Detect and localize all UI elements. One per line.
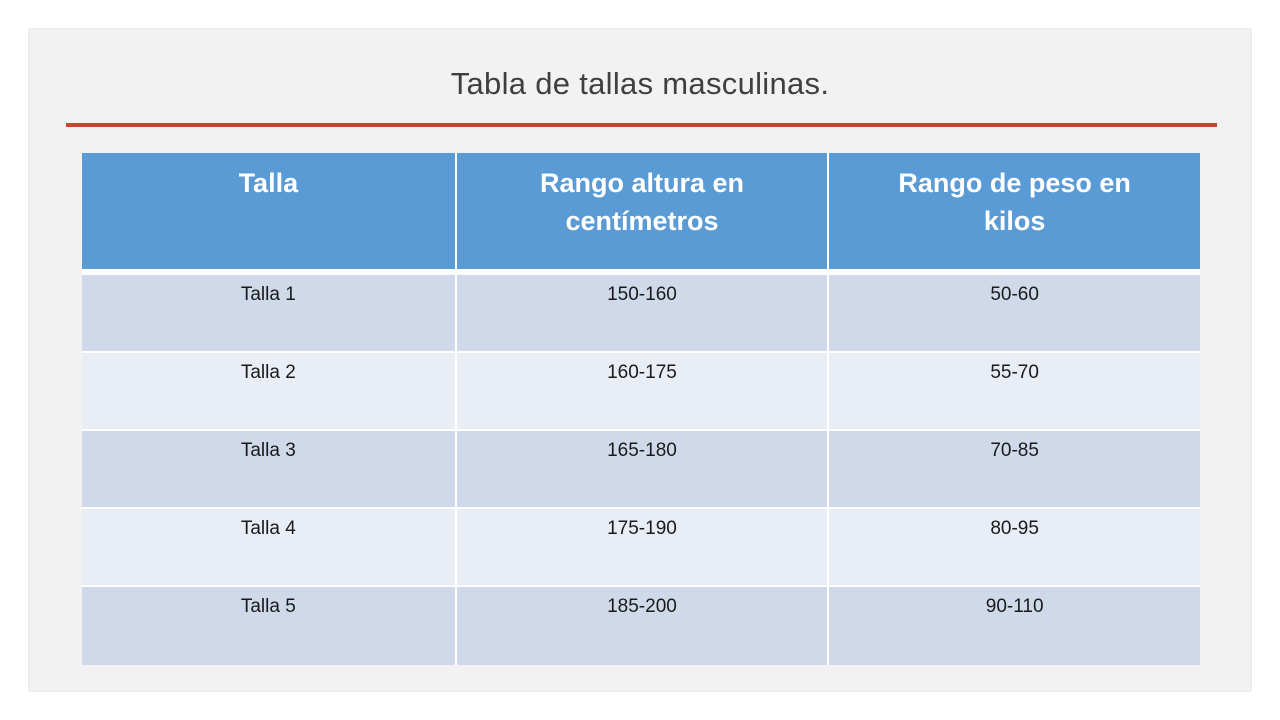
sizes-table: Talla Rango altura en centímetros Rango … <box>82 153 1200 665</box>
weight-range-cell: 80-95 <box>827 509 1200 587</box>
table-header: Talla Rango altura en centímetros Rango … <box>82 153 1200 275</box>
table-body: Talla 1 150-160 50-60 Talla 2 160-175 55… <box>82 275 1200 665</box>
slide-canvas: Tabla de tallas masculinas. Talla Rango … <box>28 28 1252 692</box>
size-cell: Talla 1 <box>82 275 455 353</box>
header-cell-altura: Rango altura en centímetros <box>454 153 828 275</box>
page-title: Tabla de tallas masculinas. <box>450 66 830 101</box>
weight-range-cell: 90-110 <box>827 587 1200 665</box>
size-cell: Talla 5 <box>82 587 455 665</box>
height-range-cell: 185-200 <box>454 587 828 665</box>
table-row: Talla 1 150-160 50-60 <box>82 275 1200 353</box>
height-range-cell: 150-160 <box>454 275 828 353</box>
weight-range-cell: 70-85 <box>827 431 1200 509</box>
table-row: Talla 2 160-175 55-70 <box>82 353 1200 431</box>
table-row: Talla 3 165-180 70-85 <box>82 431 1200 509</box>
height-range-cell: 165-180 <box>454 431 828 509</box>
table-row: Talla 4 175-190 80-95 <box>82 509 1200 587</box>
size-cell: Talla 2 <box>82 353 455 431</box>
weight-range-cell: 55-70 <box>827 353 1200 431</box>
height-range-cell: 175-190 <box>454 509 828 587</box>
size-cell: Talla 3 <box>82 431 455 509</box>
header-cell-talla: Talla <box>82 153 455 275</box>
size-cell: Talla 4 <box>82 509 455 587</box>
table-row: Talla 5 185-200 90-110 <box>82 587 1200 665</box>
title-accent-divider <box>66 123 1217 127</box>
weight-range-cell: 50-60 <box>827 275 1200 353</box>
header-row: Talla Rango altura en centímetros Rango … <box>82 153 1200 275</box>
header-cell-peso: Rango de peso en kilos <box>827 153 1200 275</box>
height-range-cell: 160-175 <box>454 353 828 431</box>
